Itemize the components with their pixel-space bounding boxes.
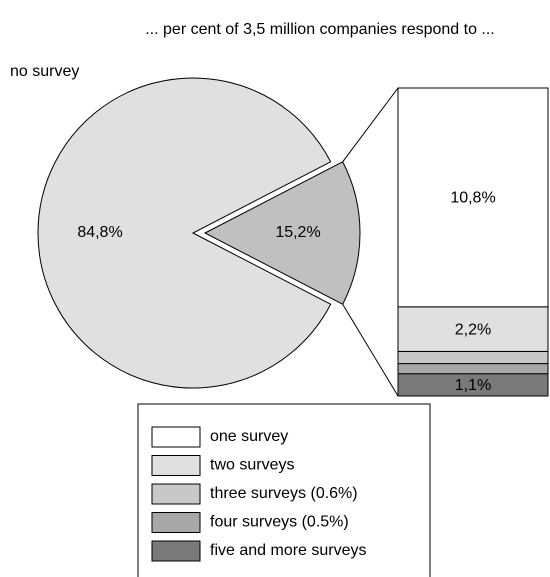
pie-slice — [203, 161, 361, 305]
pie-category-label: no survey — [10, 63, 79, 80]
legend-label: three surveys (0.6%) — [210, 485, 358, 502]
pie-value-label: 84,8% — [77, 224, 122, 241]
legend-swatch — [151, 455, 201, 476]
pie-value-label: 15,2% — [275, 224, 320, 241]
legend-label: one survey — [210, 428, 288, 445]
bar-value-label: 2,2% — [455, 321, 491, 338]
legend-swatch — [151, 512, 201, 533]
legend-swatch — [151, 426, 201, 448]
bar-segment — [397, 363, 549, 375]
bar-segment — [397, 350, 549, 365]
bar-segment — [397, 306, 549, 352]
connector-line — [342, 303, 399, 397]
legend-swatch — [151, 540, 201, 562]
legend-label: four surveys (0.5%) — [210, 514, 349, 531]
bar-value-label: 10,8% — [450, 190, 495, 207]
bar-segment — [397, 87, 549, 308]
connector-line — [342, 87, 399, 163]
legend-label: five and more surveys — [210, 542, 367, 559]
chart-title: ... per cent of 3,5 million companies re… — [145, 21, 495, 38]
legend-swatch — [151, 483, 201, 505]
pie-slice — [37, 77, 332, 389]
bar-value-label: 1,1% — [455, 377, 491, 394]
legend-label: two surveys — [210, 457, 294, 474]
